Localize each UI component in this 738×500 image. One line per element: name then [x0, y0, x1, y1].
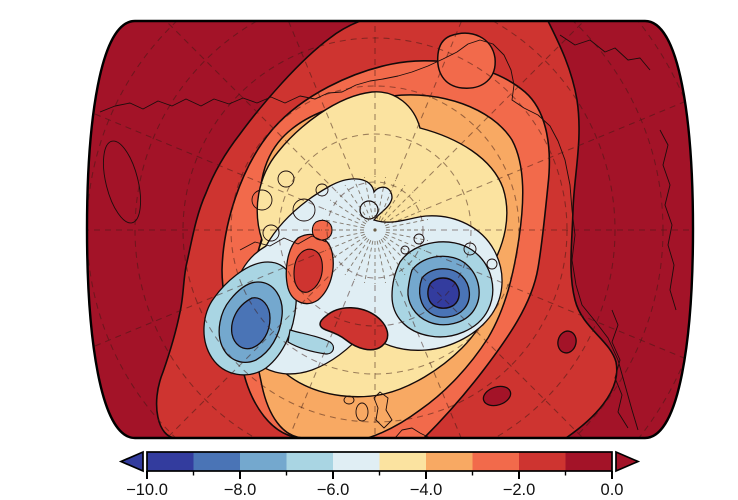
colorbar-tick-label: −8.0 — [224, 481, 257, 499]
colorbar-tick-label: −4.0 — [410, 481, 443, 499]
graticule-meridian — [87, 268, 337, 438]
coastline-france — [394, 427, 431, 438]
coastline-ireland — [355, 402, 369, 422]
graticule-meridian-fine — [385, 219, 429, 229]
coastline-top-right — [559, 34, 651, 71]
colorbar-under-arrow — [118, 450, 144, 473]
graticule-meridian-fine — [380, 238, 406, 276]
graticule-meridian — [413, 21, 680, 192]
island-2 — [277, 170, 295, 188]
coastlines — [99, 34, 677, 438]
colorbar-segment — [286, 452, 334, 471]
graticule-meridian-fine — [382, 191, 414, 223]
graticule-meridian-fine — [321, 219, 365, 229]
island-5 — [315, 183, 329, 197]
graticule-meridian-fine — [321, 231, 365, 241]
coastline-bottom-right — [611, 309, 629, 429]
coastline-right-edge — [659, 129, 677, 311]
colorbar-tick-label: −10.0 — [126, 481, 168, 499]
graticule-meridian-fine — [336, 191, 368, 223]
graticule-meridian-fine — [364, 176, 374, 220]
graticule-meridian — [425, 250, 693, 396]
colorbar-segment — [565, 452, 613, 471]
graticule-meridian-fine — [383, 199, 421, 225]
graticule-meridian-fine — [344, 184, 370, 222]
graticule-meridian — [413, 268, 680, 438]
colorbar-tick-label: −2.0 — [503, 481, 536, 499]
graticule-meridian-fine — [324, 233, 366, 252]
coastline-scandinavia — [239, 235, 327, 251]
island-4 — [262, 224, 280, 242]
island-3 — [292, 198, 316, 222]
graticule-meridian-fine — [353, 179, 372, 221]
graticule-meridian-fine — [376, 240, 386, 284]
coastline-britain — [373, 391, 393, 429]
colorbar-segment — [426, 452, 473, 471]
island-7 — [413, 233, 425, 245]
graticule-meridian-fine — [382, 237, 414, 269]
colorbar-segment — [193, 452, 241, 471]
graticule-meridian-fine — [384, 233, 426, 252]
graticule-meridian-fine — [364, 240, 374, 284]
graticule-meridian-fine — [378, 179, 397, 221]
warm-patch-top — [436, 32, 496, 89]
coastline-eurasia — [99, 39, 639, 431]
coastline-iceland — [343, 395, 355, 405]
cold-core-left-neg9 — [230, 297, 271, 350]
graticule-meridian-fine — [378, 239, 397, 281]
graticule-meridian-fine — [383, 235, 421, 261]
colorbar-segment — [333, 452, 380, 471]
pole-point — [373, 228, 377, 232]
island-9 — [486, 258, 498, 270]
graticule-meridian — [425, 64, 693, 210]
graticule-meridian-fine — [329, 199, 367, 225]
colorbar-over-arrow — [615, 450, 641, 473]
dark-pocket-right-low — [482, 385, 512, 407]
graticule-meridian-fine — [324, 208, 366, 227]
island-8 — [463, 242, 477, 256]
graticule-meridian-fine — [344, 238, 370, 276]
lake-left — [102, 140, 142, 224]
colorbar-segment — [379, 452, 427, 471]
colorbar: −10.0 −8.0 −6.0 −4.0 −2.0 0.0 — [118, 450, 641, 499]
graticule-meridian-fine — [336, 237, 368, 269]
colorbar-segment — [147, 452, 194, 471]
dark-pocket-caspian — [557, 330, 577, 354]
colorbar-tick-label: 0.0 — [601, 481, 624, 499]
graticule-meridian — [87, 21, 337, 192]
graticule-meridian-fine — [329, 235, 367, 261]
graticule-meridian — [87, 64, 325, 210]
graticule-parallel — [134, 21, 616, 438]
graticule-meridian-fine — [380, 184, 406, 222]
island-6 — [400, 245, 410, 255]
colorbar-tick-label: −6.0 — [317, 481, 350, 499]
graticule-meridian-fine — [385, 231, 429, 241]
cold-core-right-neg10 — [427, 277, 460, 309]
graticule-meridian-fine — [376, 176, 386, 220]
graticule-meridian-fine — [384, 208, 426, 227]
map-outline — [85, 19, 695, 440]
graticule-parallel — [278, 133, 472, 327]
cold-core-left-hook — [287, 329, 335, 355]
colorbar-segment — [472, 452, 520, 471]
graticule-meridian-fine — [353, 239, 372, 281]
island-1 — [251, 189, 273, 211]
colorbar-segment — [519, 452, 566, 471]
graticule-meridian — [87, 250, 325, 396]
colorbar-segment — [240, 452, 287, 471]
